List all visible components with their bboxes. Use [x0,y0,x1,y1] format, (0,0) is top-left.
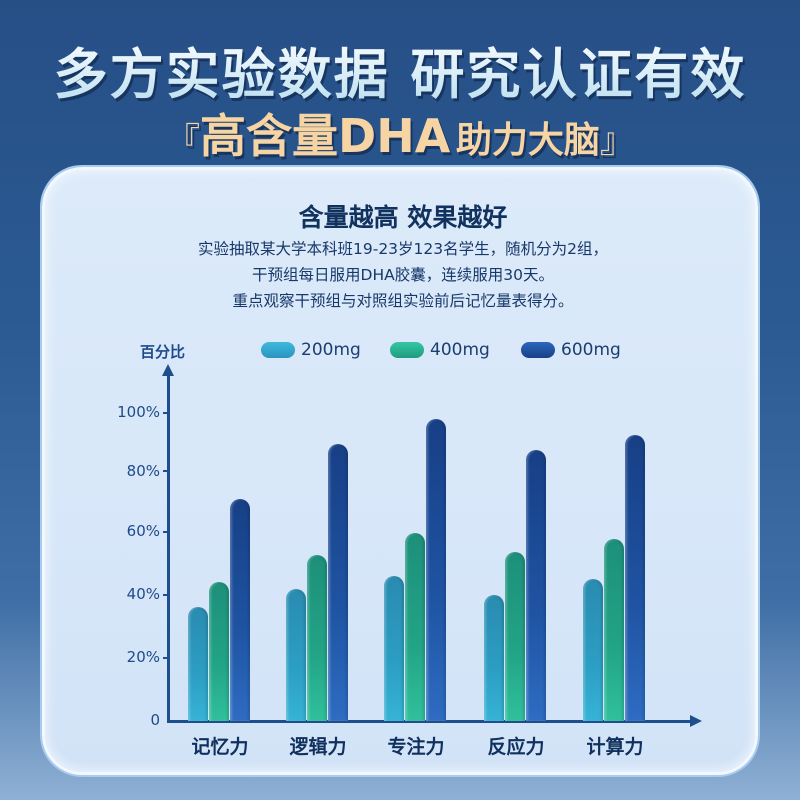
y-tick [163,412,169,414]
legend-item-600mg: 600mg [521,340,621,360]
y-tick [163,657,169,659]
bar-400mg-反应力 [505,552,525,721]
headline: 多方实验数据 研究认证有效 [0,30,800,109]
bar-600mg-计算力 [625,435,645,721]
y-tick-label: 80% [126,462,160,480]
card-description: 实验抽取某大学本科班19-23岁123名学生，随机分为2组， 干预组每日服用DH… [45,236,761,314]
subhead: 『高含量DHA 助力大脑』 [0,100,800,166]
y-axis [167,374,170,723]
x-axis [167,720,691,723]
bar-400mg-计算力 [604,539,624,721]
description-line: 重点观察干预组与对照组实验前后记忆量表得分。 [232,292,574,310]
x-category-label: 专注力 [387,736,445,758]
y-axis-arrow-icon [162,364,174,376]
x-axis-arrow-icon [690,715,702,727]
bar-200mg-逻辑力 [286,589,306,721]
description-line: 干预组每日服用DHA胶囊，连续服用30天。 [252,266,554,284]
bar-200mg-专注力 [384,576,404,721]
legend-item-200mg: 200mg [261,340,361,360]
subhead-secondary: 助力大脑 [455,120,600,161]
bar-600mg-逻辑力 [328,444,348,721]
y-tick-label: 100% [117,403,160,421]
legend-swatch-icon [261,342,295,358]
card-title: 含量越高 效果越好 [298,203,508,232]
legend-label: 200mg [301,340,361,360]
bar-200mg-记忆力 [188,607,208,721]
y-axis-title: 百分比 [140,343,186,361]
subhead-close-quote: 』 [599,121,634,161]
bar-400mg-逻辑力 [307,555,327,721]
x-category-label: 计算力 [586,736,644,758]
bar-200mg-计算力 [583,579,603,721]
y-tick [163,531,169,533]
y-tick-label: 40% [126,585,160,603]
legend-label: 400mg [430,340,490,360]
bar-600mg-专注力 [426,419,446,721]
bar-400mg-记忆力 [209,582,229,721]
bar-400mg-专注力 [405,533,425,721]
legend-label: 600mg [561,340,621,360]
x-category-label: 逻辑力 [289,736,347,758]
subhead-open-quote: 『 [166,121,201,161]
legend-swatch-icon [390,342,424,358]
bar-200mg-反应力 [484,595,504,721]
bar-600mg-记忆力 [230,499,250,721]
x-category-label: 记忆力 [191,736,249,758]
y-tick [163,594,169,596]
y-tick-label: 0 [150,711,160,729]
subhead-main: 高含量DHA [200,109,451,163]
legend-item-400mg: 400mg [390,340,490,360]
y-tick-label: 60% [126,522,160,540]
description-line: 实验抽取某大学本科班19-23岁123名学生，随机分为2组， [198,240,608,258]
y-tick [163,470,169,472]
y-tick-label: 20% [126,648,160,666]
bar-600mg-反应力 [526,450,546,721]
legend-swatch-icon [521,342,555,358]
x-category-label: 反应力 [487,736,545,758]
